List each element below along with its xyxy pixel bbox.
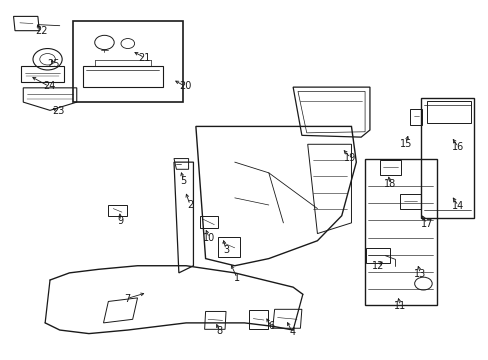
Text: 20: 20 (179, 81, 191, 91)
Text: 24: 24 (43, 81, 55, 91)
Text: 8: 8 (216, 326, 222, 336)
Text: 9: 9 (117, 216, 123, 226)
Text: 6: 6 (267, 321, 274, 332)
Text: 1: 1 (234, 273, 240, 283)
Text: 2: 2 (186, 200, 193, 210)
Text: 23: 23 (53, 107, 65, 116)
Text: 4: 4 (288, 327, 295, 337)
Text: 14: 14 (451, 201, 464, 211)
Text: 16: 16 (451, 142, 464, 152)
Text: 17: 17 (420, 219, 432, 229)
Text: 13: 13 (413, 269, 426, 279)
Text: 12: 12 (371, 261, 384, 271)
Text: 3: 3 (223, 245, 228, 255)
Text: 18: 18 (384, 179, 396, 189)
Text: 7: 7 (123, 294, 130, 303)
Text: 22: 22 (35, 26, 47, 36)
Text: 21: 21 (139, 53, 151, 63)
Text: 15: 15 (399, 139, 411, 149)
Text: 11: 11 (393, 301, 406, 311)
Text: 5: 5 (180, 176, 186, 186)
Text: 10: 10 (203, 233, 215, 243)
Bar (73, 21, 183, 102)
Text: 19: 19 (344, 153, 356, 163)
Text: 25: 25 (47, 59, 60, 69)
